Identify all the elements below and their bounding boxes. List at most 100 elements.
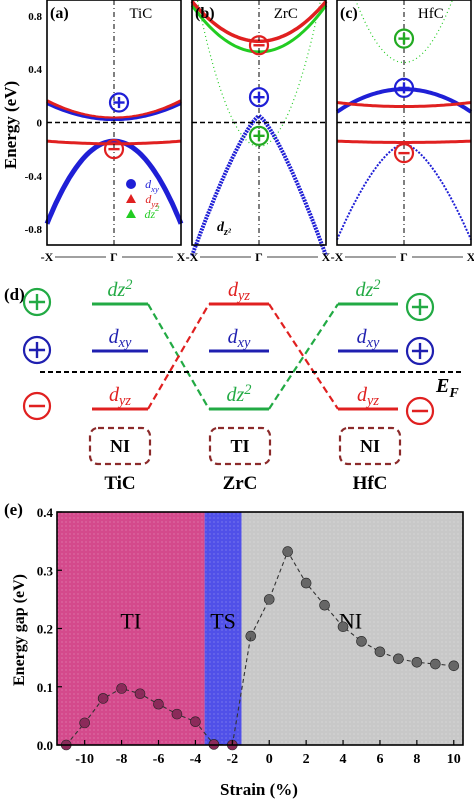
data-point — [171, 708, 183, 720]
legend-label: dxy — [145, 177, 159, 194]
band-dyz-high — [46, 99, 182, 121]
k-label-left: -X — [186, 250, 199, 264]
energy-axis-label: Energy (eV) — [1, 81, 20, 169]
energy-level-label-symbol: d — [109, 384, 120, 406]
legend-marker — [126, 194, 136, 203]
band-valence-dxy — [190, 113, 328, 257]
energy-level-label: dyz — [357, 384, 379, 409]
material-label: ZrC — [223, 473, 258, 494]
parity-minus-sign-ring — [103, 139, 125, 160]
energy-level-label-symbol: d — [357, 326, 368, 348]
y-tick-label: 0.0 — [37, 738, 53, 753]
phase-region-texture — [241, 512, 463, 745]
data-point — [393, 653, 404, 665]
material-label: TiC — [104, 473, 135, 494]
data-point — [116, 683, 127, 694]
y-tick-label: 0 — [37, 118, 43, 130]
material-label: HfC — [418, 6, 444, 22]
energy-level-label-symbol: dz — [356, 279, 374, 301]
y-tick-label: 0.4 — [37, 505, 54, 520]
dz2-annotation-symbol: d — [217, 220, 225, 235]
phase-box — [88, 426, 152, 466]
energy-level-label-sup: 2 — [244, 382, 251, 398]
material-label: HfC — [353, 473, 388, 494]
panel-tag: (b) — [195, 5, 215, 22]
band-dyz-low — [336, 139, 472, 144]
parity-plus-sign-green-ring — [22, 287, 52, 317]
energy-level-label-symbol: d — [228, 326, 239, 348]
energy-level-label-symbol: d — [357, 384, 368, 406]
x-tick-label: -10 — [75, 752, 94, 767]
panel-c: (c) HfC -X Γ X — [331, 0, 474, 264]
energy-level-label: dz2 — [356, 277, 381, 301]
x-tick-label: -4 — [190, 752, 202, 767]
parity-plus-sign-ring — [393, 77, 415, 98]
phase-region-texture — [204, 512, 242, 745]
band-dz2-branch — [196, 0, 322, 148]
panel-frame — [336, 0, 472, 246]
dz2-annotation-sub: z² — [223, 227, 232, 238]
k-label-left: -X — [331, 250, 344, 264]
legend-label-sub: xy — [150, 184, 159, 194]
fermi-sub: F — [448, 386, 459, 401]
x-tick-label: -8 — [116, 752, 128, 767]
energy-level-label-sup: 2 — [373, 277, 380, 293]
parity-minus-sign — [393, 143, 415, 164]
energy-gap-chart: (e) Energy gap (eV) Strain (%) TI TS NI-10… — [4, 500, 464, 799]
energy-level-label-sub: yz — [236, 288, 250, 304]
parity-minus-sign — [22, 391, 52, 421]
x-tick-label: -2 — [226, 752, 238, 767]
x-tick-label: -6 — [153, 752, 165, 767]
series-line — [250, 550, 454, 667]
x-tick-label: 4 — [340, 752, 347, 767]
data-point — [282, 546, 293, 557]
legend-label-symbol: d — [145, 192, 152, 206]
k-label-gamma: Γ — [255, 250, 263, 264]
data-point — [245, 630, 257, 642]
panel-d-tag: (d) — [4, 285, 25, 304]
energy-level-label-symbol: dz — [227, 384, 245, 406]
band-structure-panels: Energy (eV) 0.80.40-0.4-0.8(a) TiC-X Γ Xdxy… — [1, 0, 474, 264]
phase-label: NI — [360, 436, 380, 456]
material-label: ZrC — [274, 6, 298, 22]
y-tick-label: 0.1 — [37, 680, 53, 695]
band-dyz-high — [336, 101, 472, 108]
data-point — [319, 599, 330, 611]
parity-plus-sign-ring — [22, 335, 52, 365]
phase-label: TI — [230, 436, 249, 456]
data-point — [337, 621, 349, 633]
fermi-level-label: EF — [435, 375, 459, 401]
parity-minus-sign-ring — [22, 391, 52, 421]
legend-label: dyz — [145, 192, 159, 209]
series-line — [65, 687, 233, 746]
data-point — [411, 656, 423, 668]
data-point — [153, 698, 164, 710]
parity-plus-sign-green-ring — [393, 28, 415, 49]
data-point — [263, 594, 275, 605]
y-tick-label: 0.3 — [37, 563, 54, 578]
y-tick-label: 0.4 — [28, 64, 42, 76]
energy-level-label-sub: xy — [366, 335, 380, 351]
energy-level-label-sub: yz — [117, 393, 131, 409]
phase-box — [208, 426, 272, 466]
level-connector — [268, 303, 339, 410]
phase-region-texture — [57, 512, 205, 745]
panel-e-tag: (e) — [4, 500, 23, 519]
legend-label-sup: 2 — [155, 203, 160, 213]
parity-plus-sign — [108, 92, 130, 113]
k-label-right: X — [322, 250, 331, 264]
data-point — [430, 658, 441, 670]
x-tick-label: 2 — [303, 752, 310, 767]
parity-plus-sign — [22, 335, 52, 365]
x-tick-label: 10 — [447, 752, 461, 767]
legend-label: dz2 — [145, 203, 161, 221]
parity-plus-sign-green-ring — [405, 292, 435, 322]
parity-minus-sign-ring — [248, 35, 270, 56]
energy-level-label: dxy — [357, 326, 380, 351]
parity-minus-sign — [248, 35, 270, 56]
legend-label-symbol: d — [145, 177, 152, 191]
x-tick-label: 0 — [266, 752, 273, 767]
legend-marker-dxy — [126, 179, 136, 189]
